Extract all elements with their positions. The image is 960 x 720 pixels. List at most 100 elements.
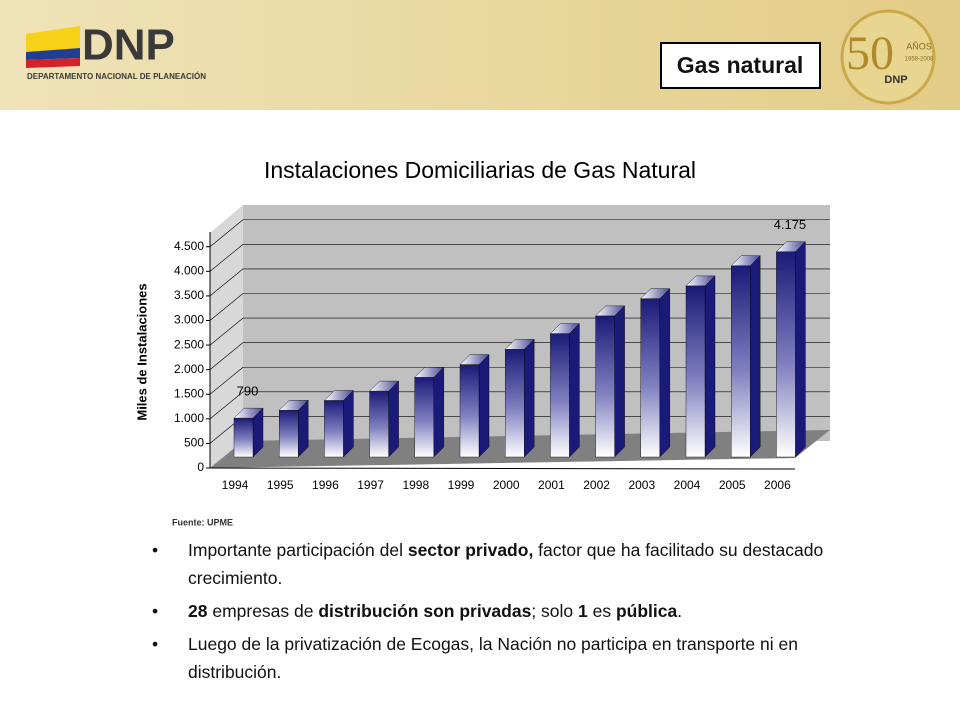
x-tick-label: 1994 xyxy=(222,478,249,492)
bar-side xyxy=(659,288,670,458)
grid-line xyxy=(209,391,244,420)
flag-logo xyxy=(26,26,80,68)
logo-subtitle: DEPARTAMENTO NACIONAL DE PLANEACIÓN xyxy=(27,72,206,81)
bar-side xyxy=(388,380,399,458)
bullet-text: 1 xyxy=(578,601,588,621)
bar-side xyxy=(614,305,625,458)
bullet-text: distribución son privadas xyxy=(318,601,532,621)
bullet-text: ; solo xyxy=(531,601,579,621)
bar-side xyxy=(478,354,490,458)
grid-line xyxy=(209,367,244,395)
x-tick-label: 2003 xyxy=(628,478,655,492)
bar-top xyxy=(323,390,354,401)
bar-side xyxy=(524,338,535,458)
bar xyxy=(595,315,615,458)
bar xyxy=(324,400,344,458)
bullet-text: Importante participación del xyxy=(188,540,408,560)
x-tick-label: 1997 xyxy=(357,478,384,492)
bar-side xyxy=(569,323,580,458)
x-tick-label: 2006 xyxy=(764,478,791,492)
anniversary-years: 1958-2008 xyxy=(905,57,934,63)
bar xyxy=(731,265,751,458)
grid-line xyxy=(209,342,244,370)
x-tick-label: 2004 xyxy=(674,478,701,492)
grid-line xyxy=(209,317,244,346)
x-tick-label: 1999 xyxy=(448,478,475,492)
bar xyxy=(505,349,525,458)
bar xyxy=(685,285,706,458)
section-box xyxy=(660,42,821,89)
value-label: 790 xyxy=(237,384,259,399)
bullet-text: empresas de xyxy=(207,601,319,621)
y-tick-label: 1.500 xyxy=(174,386,204,400)
bar xyxy=(640,298,660,458)
x-tick-label: 2001 xyxy=(538,478,565,492)
bar xyxy=(279,410,299,458)
bar-top xyxy=(233,407,264,419)
section-title: Gas natural xyxy=(677,52,804,78)
bar xyxy=(233,417,254,458)
bar-side xyxy=(343,389,354,458)
bar xyxy=(459,364,480,458)
bar-top xyxy=(730,255,761,266)
x-tick-label: 1998 xyxy=(402,478,429,492)
bullet-text: 28 xyxy=(188,601,208,621)
bar-top xyxy=(459,354,490,365)
y-tick-label: 4.500 xyxy=(174,239,204,253)
y-tick-label: 2.000 xyxy=(174,362,204,376)
y-tick-label: 0 xyxy=(197,460,204,474)
bar-side xyxy=(795,241,806,458)
logo-text: DNP xyxy=(82,21,175,70)
bar-top xyxy=(775,241,806,252)
bar-top xyxy=(595,305,626,317)
bullet: 28 empresas de distribución son privadas… xyxy=(150,597,830,625)
bar-side xyxy=(750,255,761,458)
y-tick-label: 2.500 xyxy=(174,337,204,351)
anniversary-seal xyxy=(840,9,936,105)
y-tick-label: 4.000 xyxy=(174,264,204,278)
bullet-text: . xyxy=(677,601,683,621)
bar-side xyxy=(433,366,444,458)
bullet: Luego de la privatización de Ecogas, la … xyxy=(150,630,830,686)
bullet: Importante participación del sector priv… xyxy=(150,536,830,592)
grid-line xyxy=(209,244,244,272)
y-axis-label: Miles de Instalaciones xyxy=(134,283,149,420)
x-tick-label: 2002 xyxy=(583,478,610,492)
bar-top xyxy=(640,288,671,299)
bar-top xyxy=(504,339,535,350)
anniversary-logo: DNP xyxy=(884,74,907,86)
bullet-list: Importante participación del sector priv… xyxy=(150,536,830,691)
bar xyxy=(550,333,570,458)
bullet-text: sector privado, xyxy=(407,540,534,560)
bar xyxy=(414,377,434,458)
y-tick-label: 1.000 xyxy=(174,411,204,425)
anniversary-word: AÑOS xyxy=(906,41,932,51)
bar-top xyxy=(369,380,400,392)
x-tick-label: 1995 xyxy=(267,478,294,492)
x-tick-label: 2005 xyxy=(719,478,746,492)
value-label: 4.175 xyxy=(774,217,807,232)
grid-line xyxy=(209,268,244,297)
bullet-text: pública xyxy=(615,601,678,621)
x-axis xyxy=(209,467,796,470)
bullet-text: factor que ha facilitado su destacado cr… xyxy=(188,540,824,588)
bar-top xyxy=(414,367,445,378)
anniversary-number: 50 xyxy=(846,27,894,80)
source-note: Fuente: UPME xyxy=(172,517,233,527)
bar-side xyxy=(704,275,716,458)
chart-title: Instalaciones Domiciliarias de Gas Natur… xyxy=(264,157,696,183)
y-tick-label: 3.500 xyxy=(174,288,204,302)
grid-line xyxy=(209,219,244,247)
bullet-text: Luego de la privatización de Ecogas, la … xyxy=(188,634,798,682)
bar-top xyxy=(549,323,580,334)
bar-top xyxy=(278,400,309,411)
bar-top xyxy=(685,275,716,287)
y-tick-label: 500 xyxy=(184,436,204,450)
bar xyxy=(776,251,796,458)
side-wall xyxy=(210,205,243,468)
bar xyxy=(369,390,389,458)
y-tick-label: 3.000 xyxy=(174,313,204,327)
x-tick-label: 2000 xyxy=(493,478,520,492)
